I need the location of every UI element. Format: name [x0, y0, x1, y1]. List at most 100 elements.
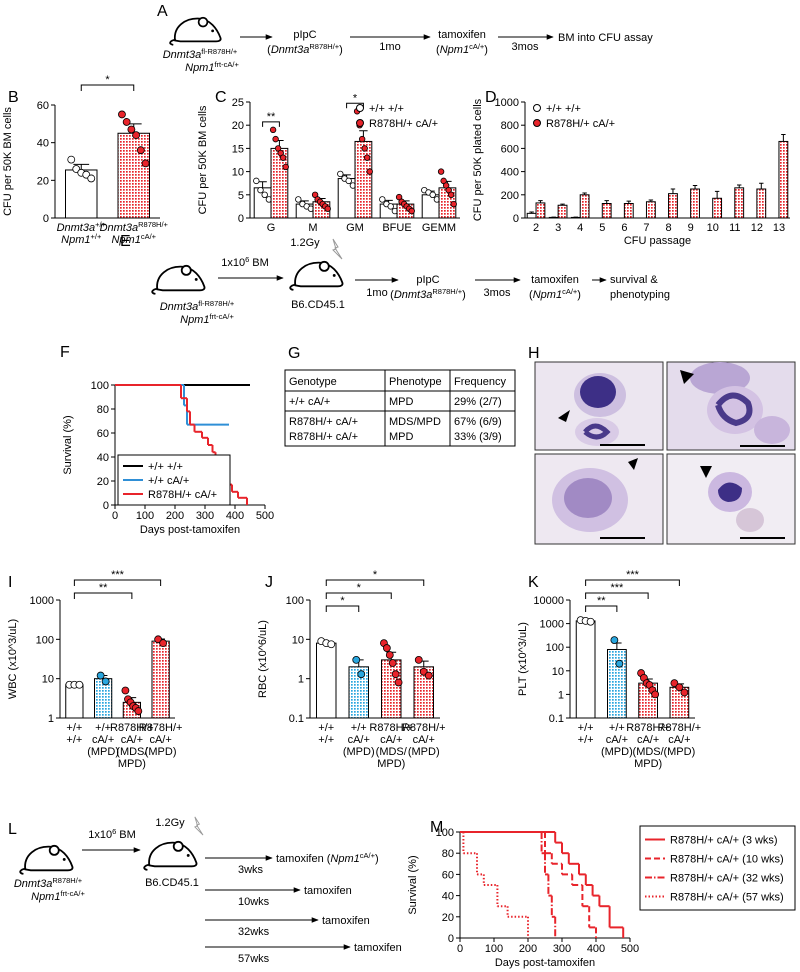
bar: [570, 216, 581, 219]
data-point: [424, 671, 433, 680]
significance-label: **: [267, 111, 276, 123]
data-point: [361, 145, 368, 152]
x-tick-label: BFUE: [382, 222, 411, 234]
text-segment: ): [375, 853, 379, 865]
y-tick-label: 60: [37, 100, 49, 112]
legend-label: R878H/+ cA/+ (10 wks): [670, 854, 784, 866]
panel-label: E: [120, 233, 131, 250]
legend-label: R878H/+ cA/+ (3 wks): [670, 835, 778, 847]
micrograph-grid: [534, 361, 796, 545]
arrowhead-marker: [680, 370, 694, 384]
text-segment: Npm1: [440, 44, 469, 56]
x-tick-label: Dnmt3a+/+: [57, 220, 107, 235]
mouse-genotype: Dnmt3afl-R878H/+: [160, 299, 235, 314]
x-tick-label: +/+: [66, 722, 82, 734]
data-point: [358, 135, 366, 143]
interval: 1mo: [379, 41, 400, 53]
panel-label: J: [265, 574, 273, 591]
y-tick-label: 60: [442, 869, 454, 881]
data-point: [75, 680, 84, 689]
y-tick-label: 10: [232, 167, 244, 179]
data-point: [680, 688, 689, 697]
bolt: [194, 816, 204, 836]
y-tick-label: 1: [48, 713, 54, 725]
step-allele: (Dnmt3aR878H/+): [267, 42, 343, 57]
arrowhead-marker: [558, 410, 570, 422]
data-point: [67, 155, 76, 164]
data-point: [261, 191, 268, 198]
text-segment: Dnmt3a: [163, 49, 202, 61]
data-point: [450, 200, 457, 208]
y-tick-label: 100: [286, 595, 304, 607]
data-point: [134, 707, 143, 715]
data-point: [295, 196, 302, 203]
x-tick-label: cA/+: [413, 734, 435, 746]
x-tick-label: MPD): [118, 758, 146, 770]
y-axis-label: RBC (x10^6/uL): [257, 620, 269, 698]
data-point: [132, 131, 141, 140]
y-axis-label: WBC (x10^3/uL): [7, 619, 19, 699]
y-tick-label: 40: [442, 891, 454, 903]
bar: [623, 203, 634, 219]
arm-interval: 3wks: [238, 864, 264, 876]
x-tick-label: 0: [457, 943, 463, 955]
text-segment: Dnmt3a: [57, 222, 96, 234]
x-axis-label: Days post-tamoxifen: [140, 524, 240, 536]
step-allele: (Npm1cA/+): [529, 287, 581, 302]
text-segment: 1x10: [88, 829, 112, 841]
table-cell: MDS/MPD: [389, 416, 441, 428]
panel-label: A: [157, 3, 168, 20]
y-tick-label: 100: [91, 380, 109, 392]
error-bar: [759, 182, 764, 189]
error-bar: [670, 188, 676, 194]
x-tick-label: GEMM: [422, 222, 456, 234]
text-segment: 6: [245, 255, 249, 264]
x-tick-label: cA/+: [149, 734, 171, 746]
panel-label: G: [288, 345, 300, 362]
mouse-genotype: Npm1frt-cA/+: [180, 312, 234, 327]
x-tick-label: R878H/+: [658, 722, 702, 734]
legend-frame: [639, 825, 796, 911]
data-point: [269, 126, 277, 134]
bar: [668, 193, 678, 219]
error-bar: [781, 133, 786, 142]
text-segment: tamoxifen (: [276, 853, 331, 865]
text-segment: cA/+: [141, 232, 157, 241]
dose: 1x106 BM: [221, 255, 269, 270]
mouse: [289, 260, 344, 291]
x-tick-label: Npm1+/+: [61, 232, 102, 247]
x-tick-label: 200: [166, 510, 184, 522]
text-segment: ): [339, 44, 343, 56]
text-segment: ): [484, 44, 488, 56]
significance-bracket: [325, 592, 392, 599]
y-tick-label: 200: [501, 190, 519, 202]
data-point: [615, 659, 624, 668]
nucleus: [718, 482, 742, 502]
data-point: [357, 670, 366, 679]
data-point: [345, 177, 352, 185]
text-segment: (: [436, 44, 440, 56]
text-segment: Npm1: [330, 853, 359, 865]
legend-label: R878H/+ cA/+ (57 wks): [670, 892, 784, 904]
x-tick-label: 500: [256, 510, 274, 522]
recipient: B6.CD45.1: [291, 299, 345, 311]
bar: [117, 132, 150, 219]
data-point: [387, 203, 394, 210]
significance-bracket: [346, 102, 364, 109]
significance-label: ***: [610, 582, 624, 594]
bar: [557, 204, 568, 219]
step: pIpC: [416, 274, 439, 286]
x-tick-label: 4: [577, 222, 583, 234]
bolt: [332, 238, 343, 260]
y-tick-label: 1: [558, 689, 564, 701]
interval: 1mo: [366, 287, 387, 299]
x-tick-label: R878H/+: [626, 722, 670, 734]
data-point: [379, 196, 386, 203]
y-tick-label: 20: [232, 120, 244, 132]
y-tick-label: 1000: [540, 619, 564, 631]
y-tick-label: 5: [238, 190, 244, 202]
y-tick-label: 0.1: [289, 713, 304, 725]
x-tick-label: +/+: [318, 734, 334, 746]
y-tick-label: 10: [42, 674, 54, 686]
x-tick-label: (MPD): [343, 746, 375, 758]
